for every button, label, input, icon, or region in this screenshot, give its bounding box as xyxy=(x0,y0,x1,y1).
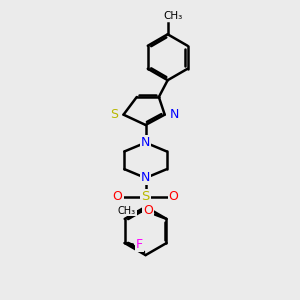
Text: CH₃: CH₃ xyxy=(163,11,183,21)
Text: O: O xyxy=(169,190,178,203)
Text: S: S xyxy=(110,108,118,121)
Text: O: O xyxy=(113,190,122,203)
Text: F: F xyxy=(136,238,143,251)
Text: CH₃: CH₃ xyxy=(118,206,136,216)
Text: O: O xyxy=(143,204,153,217)
Text: N: N xyxy=(141,172,150,184)
Text: S: S xyxy=(141,190,150,203)
Text: N: N xyxy=(170,108,179,121)
Text: N: N xyxy=(141,136,150,149)
